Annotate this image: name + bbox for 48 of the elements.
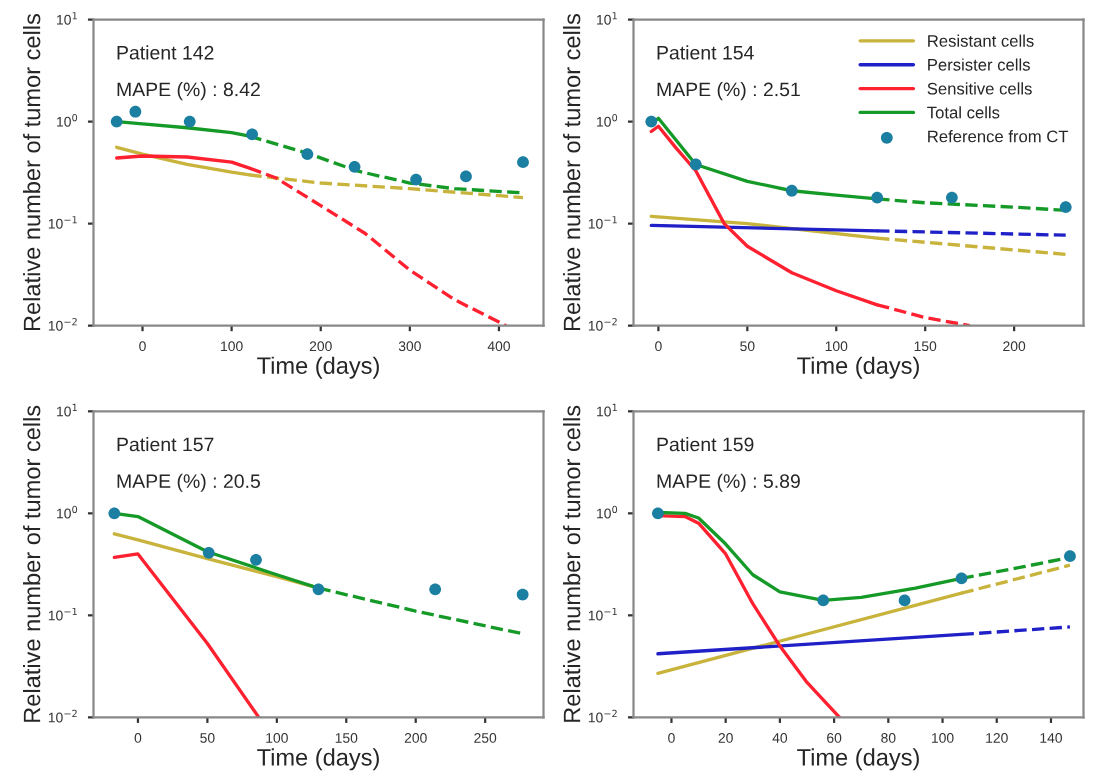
legend-label: Sensitive cells: [927, 82, 1032, 95]
y-axis-title: Relative number of tumor cells: [563, 14, 581, 331]
legend-label: Total cells: [927, 106, 1000, 119]
point: [110, 115, 123, 128]
point: [652, 507, 664, 520]
legend-label: Resistant cells: [928, 34, 1034, 47]
point: [301, 148, 314, 161]
point: [108, 507, 121, 520]
point: [945, 191, 958, 204]
point: [898, 594, 911, 607]
line-series: [112, 552, 261, 718]
annotation: Patient 159: [657, 437, 754, 452]
annotation: MAPE (%) : 2.51: [657, 82, 800, 101]
x-axis-title: Time (days): [797, 748, 919, 771]
point: [246, 128, 259, 141]
point: [348, 160, 361, 173]
point: [645, 115, 658, 128]
point: [202, 546, 215, 559]
y-axis-title: Relative number of tumor cells: [23, 405, 41, 722]
annotation: MAPE (%) : 5.89: [657, 473, 800, 492]
point: [785, 184, 798, 197]
point: [517, 156, 529, 169]
x-axis-title: Time (days): [257, 356, 379, 379]
annotation: MAPE (%) : 20.5: [117, 473, 260, 492]
y-axis-title: Relative number of tumor cells: [23, 14, 41, 331]
point: [871, 191, 884, 204]
legend-label: Reference from CT: [928, 130, 1069, 143]
y-axis-title: Relative number of tumor cells: [563, 405, 581, 722]
point: [129, 105, 142, 118]
point: [460, 170, 472, 183]
point: [183, 115, 196, 128]
point: [312, 583, 325, 596]
point: [516, 588, 529, 601]
point: [955, 572, 968, 585]
point: [410, 173, 422, 186]
point: [250, 553, 262, 566]
annotation: Patient 142: [117, 45, 214, 60]
x-axis-title: Time (days): [257, 748, 379, 771]
point: [429, 583, 442, 596]
point: [1064, 550, 1076, 563]
point: [689, 158, 702, 171]
annotation: Patient 157: [117, 437, 214, 452]
x-axis-title: Time (days): [797, 356, 919, 379]
point: [1059, 201, 1072, 214]
annotation: MAPE (%) : 8.42: [117, 82, 260, 101]
point: [817, 594, 830, 607]
legend-label: Persister cells: [928, 58, 1030, 71]
annotation: Patient 154: [657, 45, 754, 60]
